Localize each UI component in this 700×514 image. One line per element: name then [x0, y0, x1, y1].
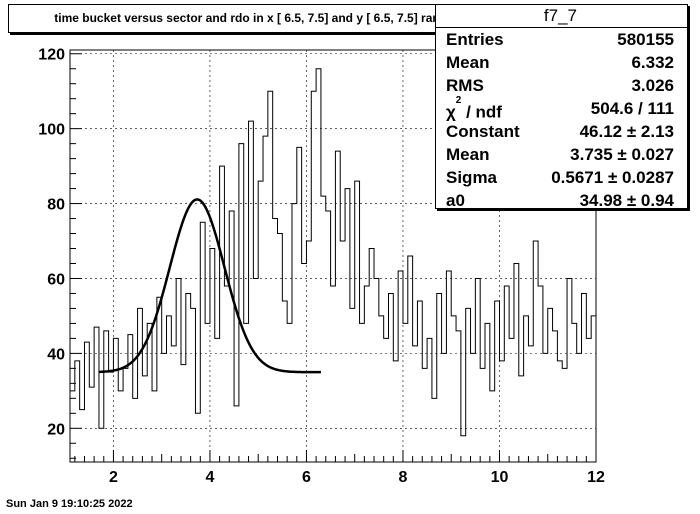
- y-tick-label: 120: [38, 47, 65, 64]
- x-tick-label: 6: [302, 469, 311, 486]
- x-tick-label: 4: [205, 469, 214, 486]
- stat-value: 504.6 / 111: [590, 99, 674, 118]
- stat-row-sigma: Sigma 0.5671 ± 0.0287: [436, 166, 687, 189]
- fit-curve: [98, 198, 321, 374]
- plot-frame: [69, 49, 597, 463]
- y-tick-label: 80: [47, 197, 65, 214]
- y-tick-label: 60: [47, 271, 65, 288]
- stat-label: Mean: [446, 145, 490, 164]
- x-tick-label: 12: [587, 469, 605, 486]
- y-tick-label: 100: [38, 122, 65, 139]
- x-tick-label: 8: [399, 469, 408, 486]
- stat-label: Sigma: [446, 168, 498, 187]
- stats-name: f7_7: [436, 5, 687, 28]
- stat-value: 34.98 ± 0.94: [579, 191, 674, 210]
- stat-row-rms: RMS 3.026: [436, 74, 687, 97]
- stat-label: RMS: [446, 76, 484, 95]
- stat-label: a0: [446, 191, 465, 210]
- stat-value: 0.5671 ± 0.0287: [551, 168, 674, 187]
- stat-label: Entries: [446, 30, 504, 49]
- stat-value: 580155: [617, 30, 674, 49]
- stat-row-constant: Constant 46.12 ± 2.13: [436, 120, 687, 143]
- x-tick-label: 10: [491, 469, 509, 486]
- stat-row-a0: a0 34.98 ± 0.94: [436, 189, 687, 212]
- timestamp-footer: Sun Jan 9 19:10:25 2022: [6, 498, 133, 510]
- stat-value: 3.026: [631, 76, 674, 95]
- y-tick-label: 20: [47, 421, 65, 438]
- stat-row-entries: Entries 580155: [436, 28, 687, 51]
- stat-label: Mean: [446, 53, 490, 72]
- stat-row-fit-mean: Mean 3.735 ± 0.027: [436, 143, 687, 166]
- stat-row-mean: Mean 6.332: [436, 51, 687, 74]
- x-tick-label: 2: [109, 469, 118, 486]
- stat-row-chi2: χ2 / ndf 504.6 / 111: [436, 95, 687, 122]
- stat-value: 46.12 ± 2.13: [579, 122, 674, 141]
- stat-label: Constant: [446, 122, 520, 141]
- histogram-series: [70, 68, 596, 437]
- chart-title: time bucket versus sector and rdo in x […: [8, 4, 500, 33]
- y-tick-label: 40: [47, 346, 65, 363]
- stat-value: 6.332: [631, 53, 674, 72]
- stats-box: f7_7 Entries 580155 Mean 6.332 RMS 3.026…: [435, 4, 688, 212]
- stat-value: 3.735 ± 0.027: [570, 145, 674, 164]
- chi2-label: χ2 / ndf: [446, 95, 502, 122]
